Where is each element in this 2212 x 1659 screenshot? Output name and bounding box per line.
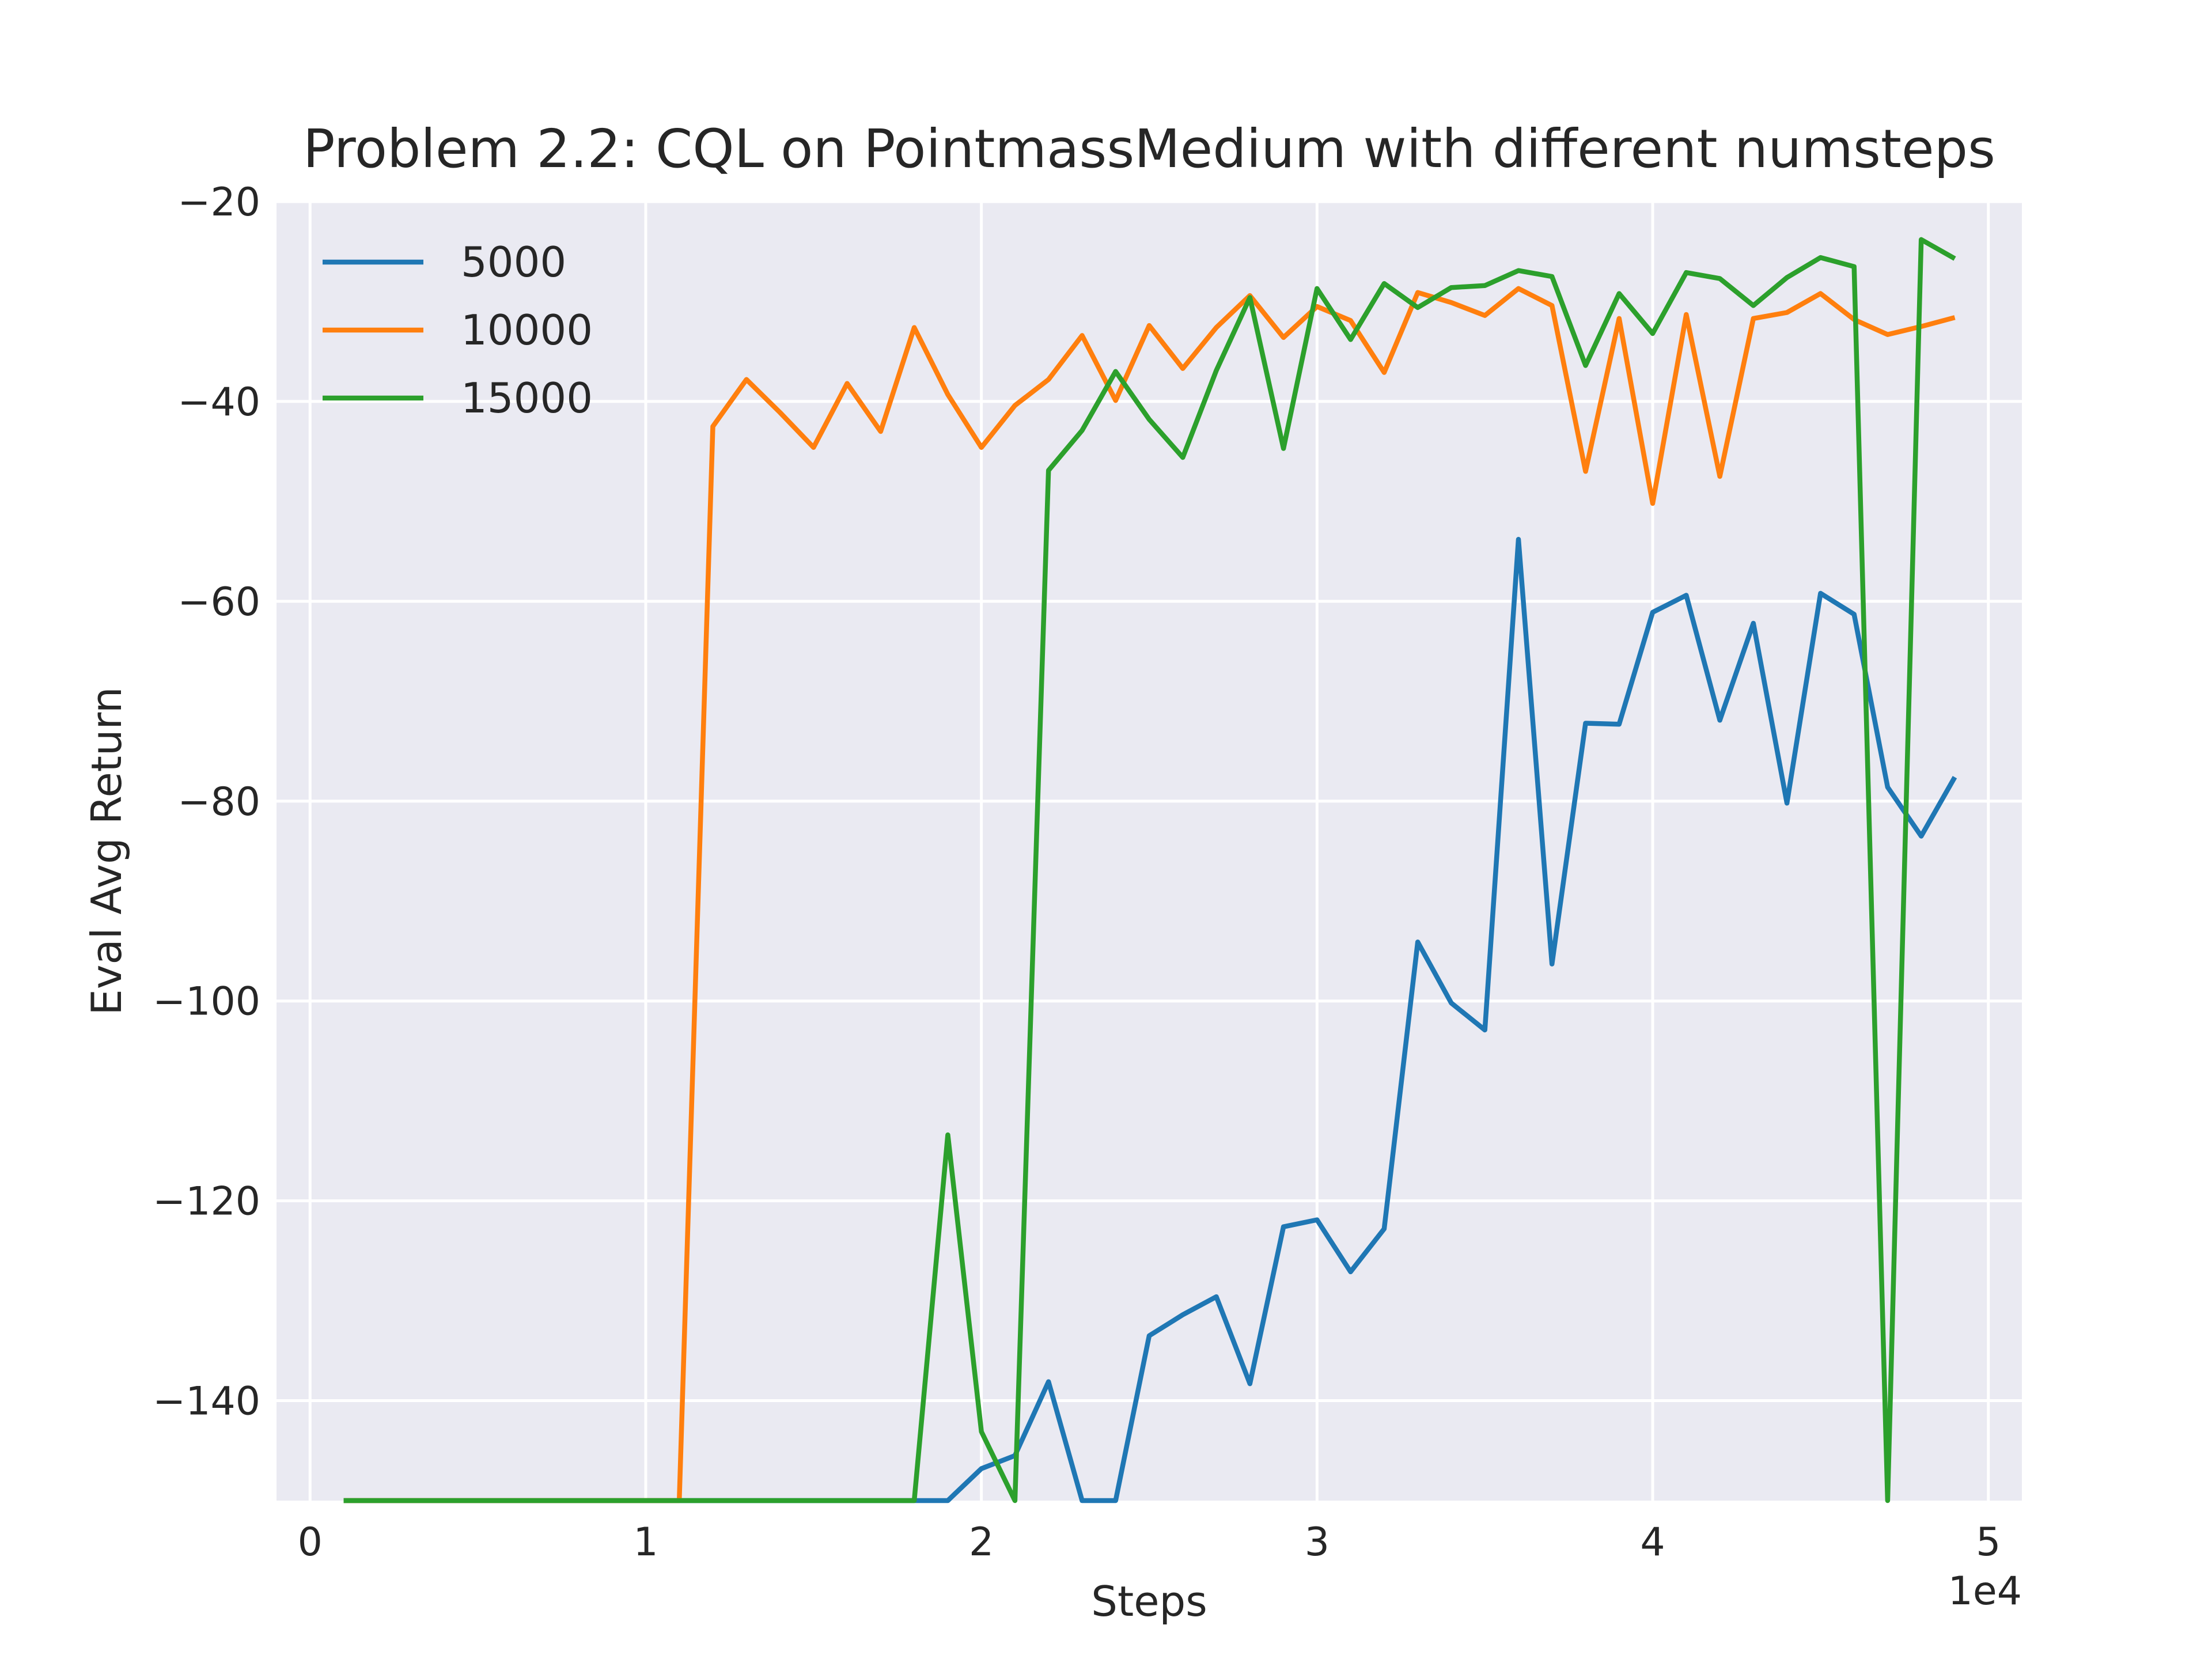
y-tick-label: −80 — [177, 779, 260, 825]
x-tick-label: 2 — [969, 1520, 994, 1565]
y-tick-label: −60 — [177, 579, 260, 625]
x-tick-label: 3 — [1305, 1520, 1330, 1565]
x-tick-label: 4 — [1640, 1520, 1665, 1565]
series-lines — [343, 237, 1957, 1503]
y-tick-label: −140 — [153, 1379, 260, 1425]
legend-label-10000: 10000 — [461, 306, 593, 354]
chart-title: Problem 2.2: CQL on PointmassMedium with… — [303, 118, 1995, 180]
series-line-15000 — [343, 237, 1956, 1503]
legend-label-15000: 15000 — [461, 374, 593, 422]
y-tick-label: −40 — [177, 380, 260, 425]
legend: 5000 10000 15000 — [323, 238, 593, 422]
x-axis-label: Steps — [1091, 1577, 1207, 1626]
x-axis-offset-label: 1e4 — [1948, 1569, 2022, 1614]
y-tick-label: −100 — [153, 979, 260, 1025]
x-tick-label: 0 — [298, 1520, 323, 1565]
y-axis-label: Eval Avg Return — [82, 687, 131, 1015]
legend-label-5000: 5000 — [461, 238, 566, 286]
y-tick-label: −20 — [177, 180, 260, 225]
x-tick-label: 5 — [1976, 1520, 2001, 1565]
x-tick-label: 1 — [633, 1520, 658, 1565]
y-tick-label: −120 — [153, 1179, 260, 1225]
grid — [276, 200, 2022, 1501]
tick-labels: 0 1 2 3 4 5 −140 −120 −100 −80 −60 −40 −20 — [153, 180, 2001, 1565]
